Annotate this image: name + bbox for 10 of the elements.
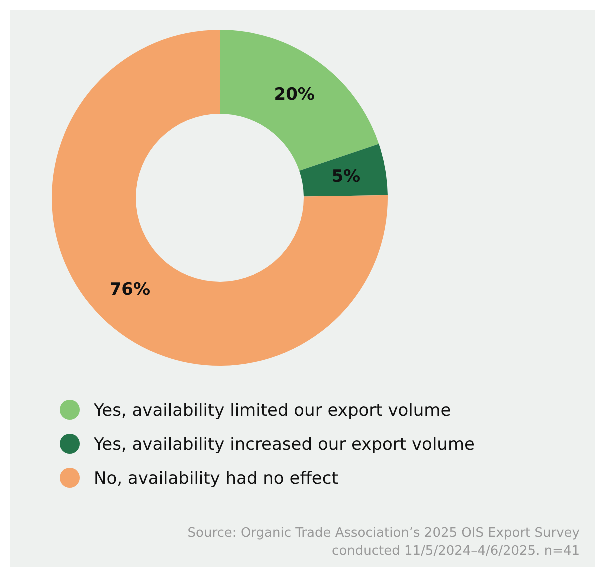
legend-label: Yes, availability increased our export volume (93, 434, 475, 455)
source-note: Source: Organic Trade Association’s 2025 OIS Export Survey (188, 526, 580, 541)
legend-label: Yes, availability limited our export volume (93, 400, 452, 421)
data-label: 5% (332, 167, 361, 188)
donut-slice (52, 30, 388, 366)
data-label: 20% (274, 84, 315, 105)
text: conducted 11/5/2024–4/6/2025. n=41 (332, 544, 580, 559)
data-label: 76% (110, 280, 151, 300)
donut-slice (300, 144, 388, 197)
legend-label: No, availability had no effect (94, 468, 339, 489)
